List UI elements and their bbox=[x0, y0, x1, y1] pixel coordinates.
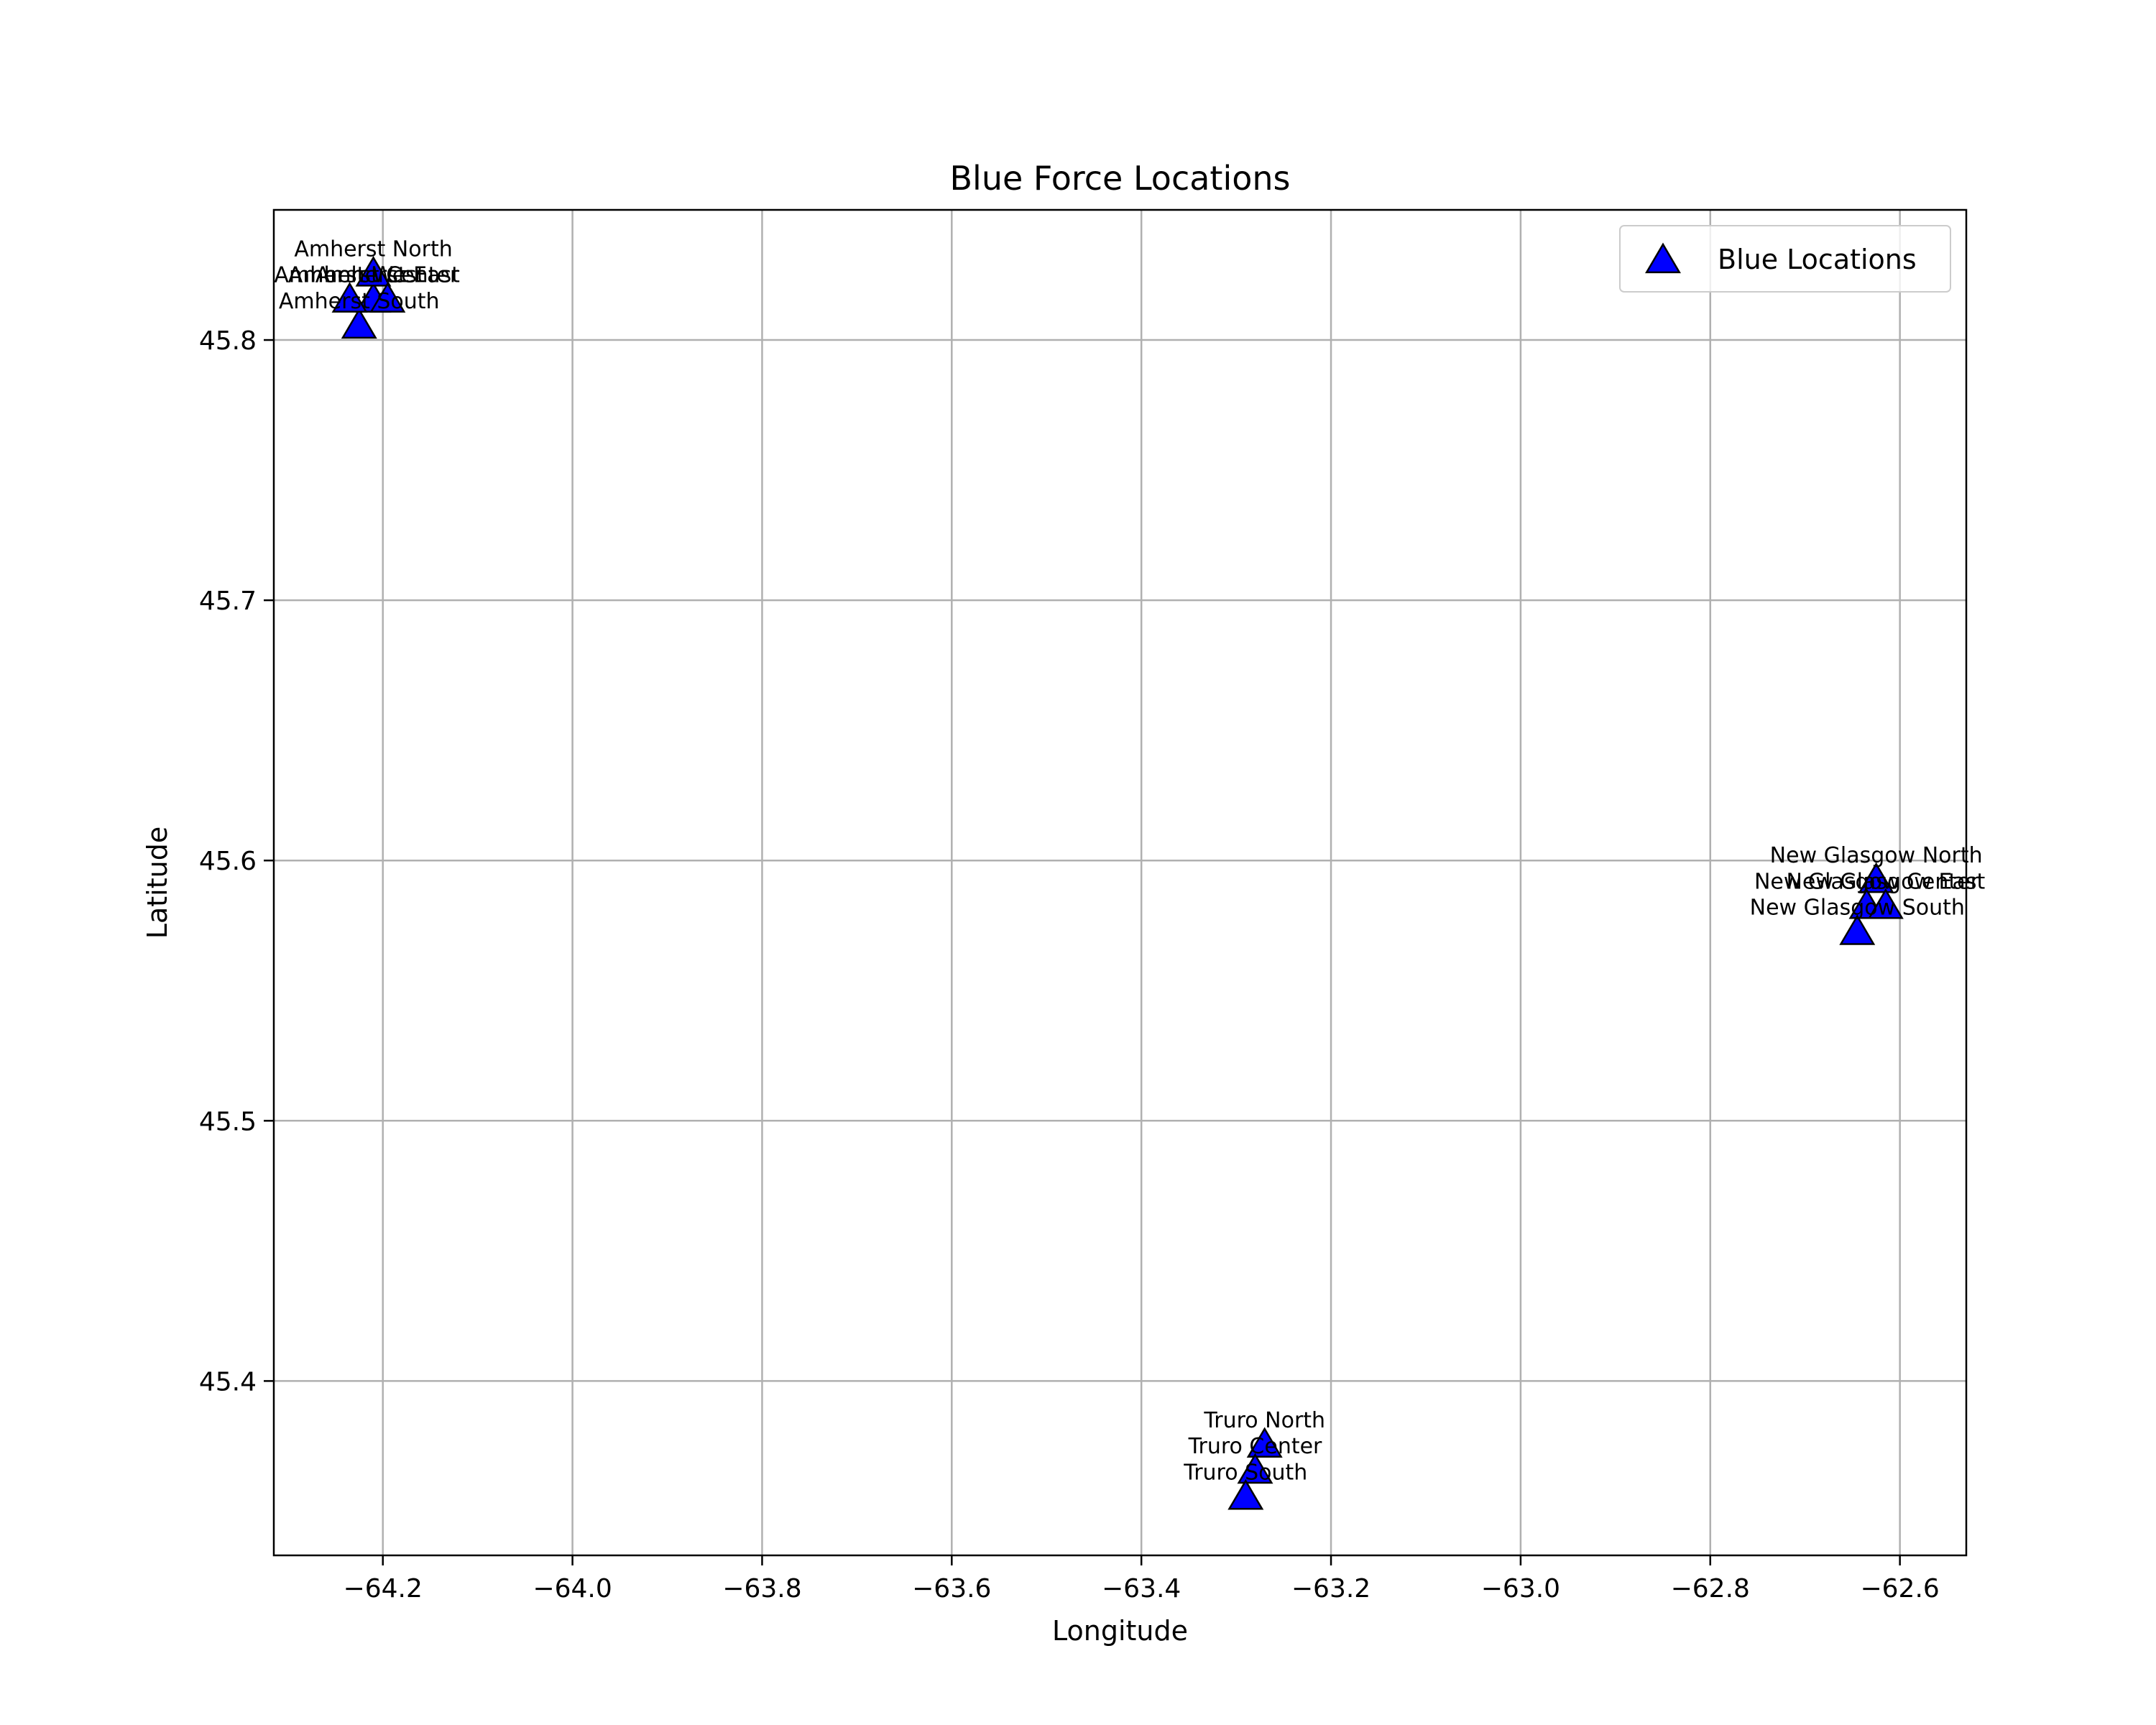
x-tick-label: −63.6 bbox=[912, 1574, 991, 1604]
y-tick-label: 45.5 bbox=[199, 1107, 257, 1136]
data-point-label: Amherst Center bbox=[288, 263, 459, 288]
x-tick-label: −64.0 bbox=[533, 1574, 612, 1604]
x-axis-ticks: −64.2 −64.0 −63.8 −63.6 −63.4 −63.2 −63.0 −62.8… bbox=[344, 1555, 1940, 1604]
data-point-label: Amherst South bbox=[279, 289, 440, 314]
x-tick-label: −63.2 bbox=[1291, 1574, 1370, 1604]
data-point-label: Amherst North bbox=[294, 237, 452, 262]
data-point-marker bbox=[1246, 1427, 1283, 1458]
data-point-label: New Glasgow East bbox=[1786, 869, 1985, 894]
data-point-marker bbox=[1227, 1478, 1264, 1510]
x-tick-label: −62.8 bbox=[1671, 1574, 1750, 1604]
x-tick-label: −62.6 bbox=[1860, 1574, 1939, 1604]
x-tick-label: −63.8 bbox=[722, 1574, 801, 1604]
legend: Blue Locations bbox=[1619, 225, 1951, 293]
data-point-label: New Glasgow North bbox=[1770, 843, 1983, 868]
data-point-marker bbox=[1839, 914, 1876, 945]
data-point-marker bbox=[1867, 888, 1904, 919]
data-point-marker bbox=[369, 282, 406, 313]
data-point-marker bbox=[1858, 862, 1894, 893]
chart-title: Blue Force Locations bbox=[949, 159, 1290, 198]
data-point-marker bbox=[341, 308, 377, 339]
y-tick-label: 45.4 bbox=[199, 1367, 257, 1397]
legend-box bbox=[1619, 225, 1951, 293]
x-tick-label: −64.2 bbox=[344, 1574, 423, 1604]
grid-lines bbox=[274, 210, 1966, 1555]
data-point-marker bbox=[1237, 1453, 1273, 1484]
data-point-label: Truro Center bbox=[1188, 1434, 1322, 1459]
data-point-label: New Glasgow Center bbox=[1754, 869, 1980, 894]
plot-frame bbox=[272, 208, 1968, 1557]
data-point-marker bbox=[331, 282, 368, 313]
x-tick-label: −63.4 bbox=[1102, 1574, 1181, 1604]
y-tick-label: 45.8 bbox=[199, 326, 257, 356]
y-tick-label: 45.7 bbox=[199, 586, 257, 616]
data-point-label: Amherst West bbox=[274, 263, 425, 288]
legend-marker-triangle bbox=[1645, 242, 1681, 274]
y-axis-title: Latitude bbox=[142, 827, 173, 939]
x-axis-title: Longitude bbox=[1052, 1615, 1188, 1647]
data-point-label: Amherst East bbox=[315, 263, 460, 288]
y-tick-label: 45.6 bbox=[199, 847, 257, 876]
y-axis-ticks: 45.4 45.5 45.6 45.7 45.8 bbox=[199, 326, 274, 1397]
data-point-marker bbox=[355, 256, 392, 287]
x-tick-label: −63.0 bbox=[1481, 1574, 1560, 1604]
data-point-label: New Glasgow South bbox=[1750, 896, 1965, 921]
data-points bbox=[331, 256, 1904, 1510]
legend-label: Blue Locations bbox=[1718, 244, 1917, 275]
data-point-label: Truro North bbox=[1203, 1408, 1325, 1433]
data-point-label: Truro South bbox=[1183, 1460, 1307, 1485]
